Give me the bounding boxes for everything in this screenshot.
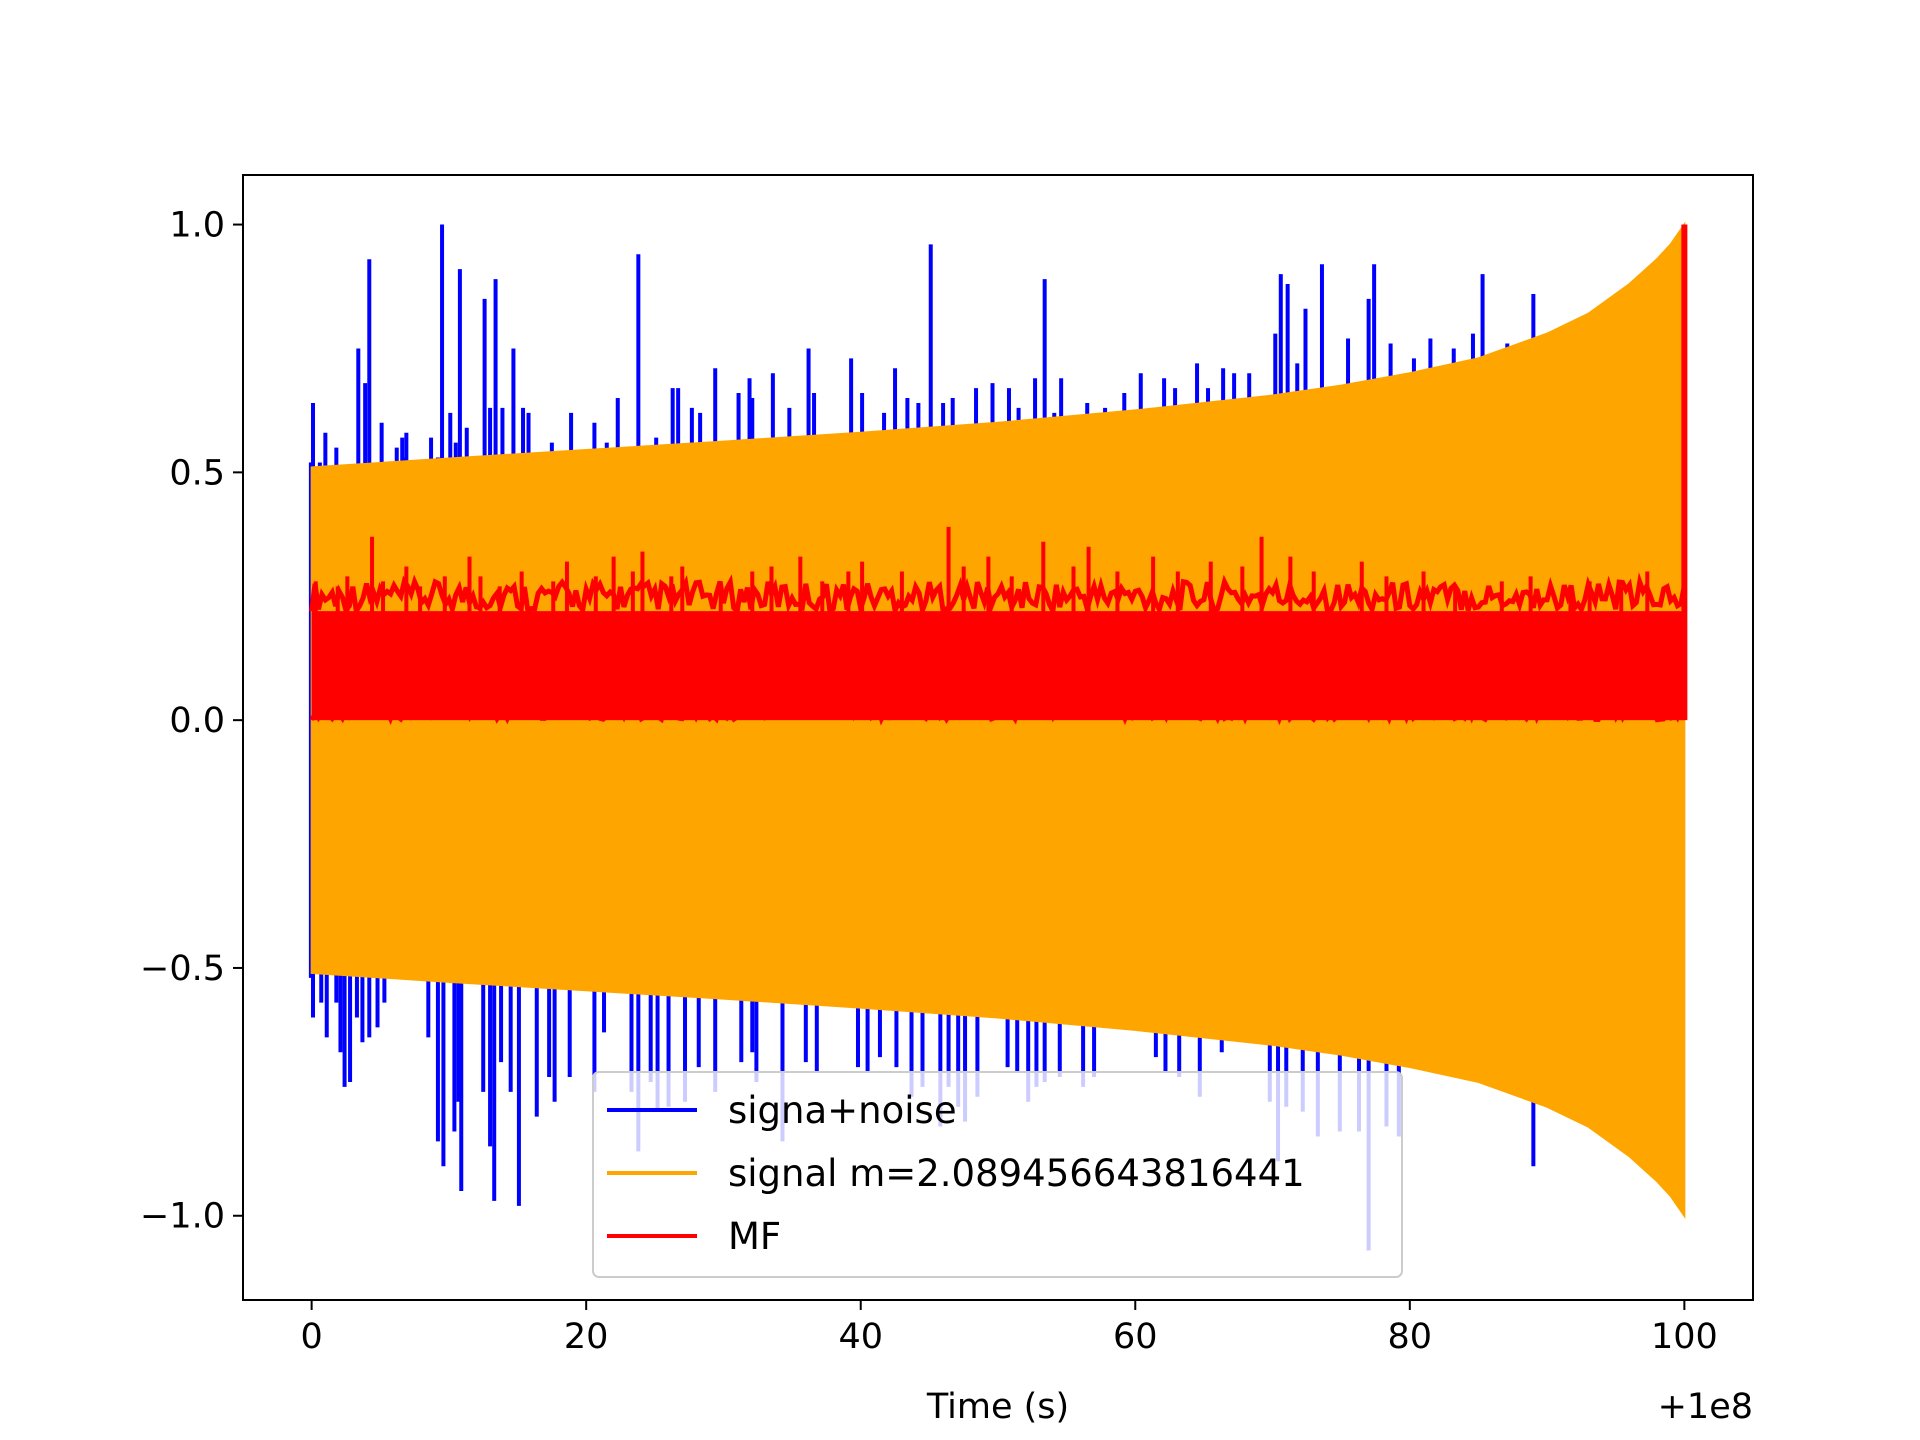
legend-label-signal-noise: signa+noise <box>728 1089 957 1132</box>
y-tick-label: −1.0 <box>140 1197 225 1237</box>
plot-area <box>308 221 1688 1251</box>
x-tick-label: 40 <box>838 1317 883 1357</box>
y-axis: −1.0 −0.5 0.0 0.5 1.0 <box>140 206 243 1237</box>
x-tick-label: 20 <box>564 1317 609 1357</box>
x-tick-label: 80 <box>1388 1317 1433 1357</box>
legend-label-signal: signal m=2.089456643816441 <box>728 1152 1305 1195</box>
x-axis-offset-label: +1e8 <box>1658 1387 1753 1427</box>
y-tick-label: 1.0 <box>169 206 225 246</box>
y-tick-label: 0.5 <box>169 453 225 493</box>
x-tick-label: 60 <box>1113 1317 1158 1357</box>
x-tick-label: 100 <box>1651 1317 1718 1357</box>
mf-band-bottom-edge <box>309 701 1687 726</box>
y-tick-label: −0.5 <box>140 949 225 989</box>
legend: signa+noise signal m=2.089456643816441 M… <box>592 1071 1403 1278</box>
x-axis-label: Time (s) <box>926 1387 1069 1427</box>
legend-label-mf: MF <box>728 1215 781 1258</box>
plot-frame <box>242 174 1754 1301</box>
signal-envelope <box>310 221 1686 1219</box>
x-tick-label: 0 <box>300 1317 322 1357</box>
y-tick-label: 0.0 <box>169 701 225 741</box>
x-axis: 0 20 40 60 80 100 <box>300 1300 1718 1357</box>
mf-band <box>311 611 1685 721</box>
legend-box <box>592 1071 1403 1278</box>
